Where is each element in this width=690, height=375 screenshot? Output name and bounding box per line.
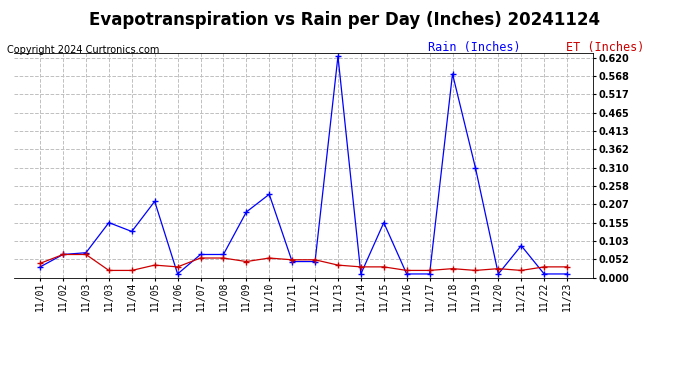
ET (Inches) — [563, 265, 571, 269]
Rain (Inches) — [334, 54, 342, 58]
ET (Inches) — [540, 265, 549, 269]
Rain (Inches) — [380, 220, 388, 225]
ET (Inches) — [288, 258, 296, 262]
Rain (Inches) — [471, 165, 480, 170]
Text: ET (Inches): ET (Inches) — [566, 41, 644, 54]
Line: ET (Inches): ET (Inches) — [37, 252, 570, 273]
ET (Inches) — [494, 266, 502, 271]
Rain (Inches) — [402, 272, 411, 276]
Rain (Inches) — [265, 192, 273, 196]
ET (Inches) — [219, 256, 228, 260]
ET (Inches) — [150, 263, 159, 267]
Text: Rain (Inches): Rain (Inches) — [428, 41, 520, 54]
Rain (Inches) — [448, 72, 457, 76]
Rain (Inches) — [36, 265, 44, 269]
Rain (Inches) — [288, 260, 296, 264]
Rain (Inches) — [150, 199, 159, 204]
ET (Inches) — [334, 263, 342, 267]
Rain (Inches) — [219, 252, 228, 257]
Rain (Inches) — [563, 272, 571, 276]
ET (Inches) — [426, 268, 434, 273]
Rain (Inches) — [59, 252, 67, 257]
ET (Inches) — [105, 268, 113, 273]
Rain (Inches) — [540, 272, 549, 276]
ET (Inches) — [265, 256, 273, 260]
Rain (Inches) — [105, 220, 113, 225]
Rain (Inches) — [517, 243, 525, 248]
ET (Inches) — [517, 268, 525, 273]
Text: Evapotranspiration vs Rain per Day (Inches) 20241124: Evapotranspiration vs Rain per Day (Inch… — [90, 11, 600, 29]
Rain (Inches) — [242, 210, 250, 214]
ET (Inches) — [59, 252, 67, 257]
Rain (Inches) — [173, 272, 181, 276]
Rain (Inches) — [128, 229, 136, 234]
ET (Inches) — [128, 268, 136, 273]
ET (Inches) — [380, 265, 388, 269]
ET (Inches) — [471, 268, 480, 273]
ET (Inches) — [357, 265, 365, 269]
ET (Inches) — [82, 252, 90, 257]
ET (Inches) — [402, 268, 411, 273]
Rain (Inches) — [357, 272, 365, 276]
Line: Rain (Inches): Rain (Inches) — [37, 54, 570, 277]
Rain (Inches) — [426, 272, 434, 276]
Text: Copyright 2024 Curtronics.com: Copyright 2024 Curtronics.com — [7, 45, 159, 55]
Rain (Inches) — [311, 260, 319, 264]
Rain (Inches) — [82, 251, 90, 255]
Rain (Inches) — [197, 252, 205, 257]
Rain (Inches) — [494, 272, 502, 276]
ET (Inches) — [173, 265, 181, 269]
ET (Inches) — [36, 261, 44, 266]
ET (Inches) — [311, 258, 319, 262]
ET (Inches) — [197, 256, 205, 260]
ET (Inches) — [448, 266, 457, 271]
ET (Inches) — [242, 260, 250, 264]
